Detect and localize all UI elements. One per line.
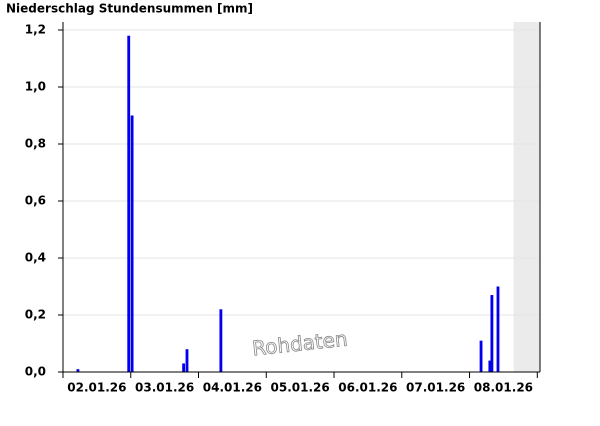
x-tick-label: 04.01.26: [203, 381, 262, 395]
bar: [219, 309, 223, 372]
bar: [479, 340, 483, 372]
y-tick-label: 1,0: [25, 80, 46, 94]
y-tick-label: 0,6: [25, 194, 46, 208]
chart-title: Niederschlag Stundensummen [mm]: [6, 2, 253, 16]
plot-area: [63, 22, 540, 372]
x-tick-label: 07.01.26: [406, 381, 465, 395]
y-tick-label: 1,2: [25, 23, 46, 37]
shaded-region: [513, 22, 540, 372]
bar: [185, 349, 189, 372]
bar: [182, 363, 186, 372]
x-tick-label: 02.01.26: [67, 381, 126, 395]
y-tick-label: 0,4: [25, 251, 46, 265]
x-tick-label: 05.01.26: [271, 381, 330, 395]
bar: [488, 360, 492, 372]
x-tick-label: 08.01.26: [474, 381, 533, 395]
bar: [127, 35, 131, 372]
x-tick-label: 06.01.26: [338, 381, 397, 395]
y-tick-label: 0,8: [25, 137, 46, 151]
bar: [496, 286, 500, 372]
y-tick-label: 0,0: [25, 365, 46, 379]
bar: [130, 115, 134, 372]
y-tick-label: 0,2: [25, 308, 46, 322]
bar: [76, 369, 80, 372]
bar: [490, 295, 494, 372]
x-tick-label: 03.01.26: [135, 381, 194, 395]
